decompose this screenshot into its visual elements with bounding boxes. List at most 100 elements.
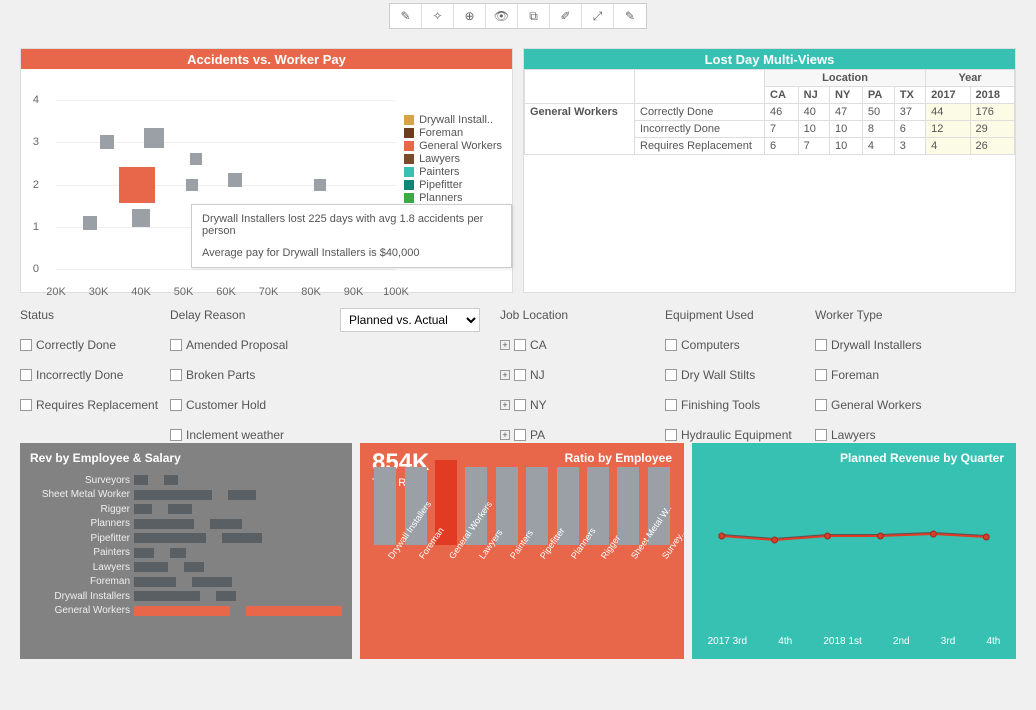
filter-item[interactable]: Correctly Done	[20, 338, 160, 352]
checkbox[interactable]	[170, 339, 182, 351]
rev-row[interactable]: Surveyors	[30, 473, 342, 488]
filter-item[interactable]: Foreman	[815, 368, 965, 382]
scatter-point[interactable]	[100, 135, 114, 149]
rev-row[interactable]: Drywall Installers	[30, 589, 342, 604]
checkbox[interactable]	[665, 399, 677, 411]
checkbox[interactable]	[514, 369, 526, 381]
toolbar-btn-1[interactable]: ✧	[422, 4, 454, 28]
ratio-bar[interactable]: Drywall Installers	[372, 467, 398, 590]
legend-item[interactable]: Pipefitter	[404, 179, 502, 191]
filter-item[interactable]: General Workers	[815, 398, 965, 412]
filter-item[interactable]: Requires Replacement	[20, 398, 160, 412]
planned-select[interactable]: Planned vs. Actual	[340, 308, 480, 332]
checkbox[interactable]	[815, 399, 827, 411]
scatter-point[interactable]	[186, 179, 198, 191]
scatter-point[interactable]	[83, 216, 97, 230]
toolbar-btn-6[interactable]: ⤢	[582, 4, 614, 28]
table-cell: 10	[830, 138, 863, 155]
checkbox[interactable]	[20, 369, 32, 381]
filter-item[interactable]: Incorrectly Done	[20, 368, 160, 382]
filter-item[interactable]: Finishing Tools	[665, 398, 805, 412]
filter-item[interactable]: +NJ	[500, 368, 655, 382]
rev-row[interactable]: Foreman	[30, 575, 342, 590]
toolbar-btn-4[interactable]: ⧉	[518, 4, 550, 28]
rev-label: Painters	[30, 547, 130, 558]
x-tick: 100K	[383, 286, 409, 298]
expand-icon[interactable]: +	[500, 370, 510, 380]
filter-item[interactable]: Customer Hold	[170, 398, 330, 412]
line-x-tick: 3rd	[941, 636, 955, 647]
rev-row[interactable]: Pipefitter	[30, 531, 342, 546]
expand-icon[interactable]: +	[500, 430, 510, 440]
rev-row[interactable]: Rigger	[30, 502, 342, 517]
checkbox[interactable]	[170, 369, 182, 381]
expand-icon[interactable]: +	[500, 340, 510, 350]
rev-bar-2	[184, 562, 204, 572]
checkbox[interactable]	[815, 339, 827, 351]
filter-item[interactable]: +NY	[500, 398, 655, 412]
scatter-point[interactable]	[132, 209, 150, 227]
checkbox[interactable]	[665, 339, 677, 351]
filter-item[interactable]: Amended Proposal	[170, 338, 330, 352]
toolbar-btn-3[interactable]: 👁	[486, 4, 518, 28]
checkbox[interactable]	[514, 399, 526, 411]
scatter-point[interactable]	[314, 179, 326, 191]
table-cell: 176	[970, 104, 1014, 121]
filter-item[interactable]: Inclement weather	[170, 428, 330, 442]
filter-label: PA	[530, 428, 545, 442]
checkbox[interactable]	[665, 429, 677, 441]
table-cell: Location	[765, 70, 926, 87]
filter-item[interactable]: Drywall Installers	[815, 338, 965, 352]
rev-row[interactable]: General Workers	[30, 604, 342, 619]
rev-row[interactable]: Lawyers	[30, 560, 342, 575]
legend-item[interactable]: General Workers	[404, 140, 502, 152]
filter-item[interactable]: Broken Parts	[170, 368, 330, 382]
legend-item[interactable]: Lawyers	[404, 153, 502, 165]
filter-item[interactable]: Hydraulic Equipment	[665, 428, 805, 442]
filter-item[interactable]: + CA	[500, 338, 655, 352]
rev-row[interactable]: Painters	[30, 546, 342, 561]
table-cell: 50	[862, 104, 894, 121]
table-cell: Requires Replacement	[635, 138, 765, 155]
filter-item[interactable]: Computers	[665, 338, 805, 352]
checkbox[interactable]	[514, 339, 526, 351]
rev-row[interactable]: Sheet Metal Worker	[30, 488, 342, 503]
legend-item[interactable]: Foreman	[404, 127, 502, 139]
table-cell: 8	[862, 121, 894, 138]
toolbar-btn-0[interactable]: ✎	[390, 4, 422, 28]
filter-item[interactable]: Lawyers	[815, 428, 965, 442]
rev-row[interactable]: Planners	[30, 517, 342, 532]
filter-item[interactable]: Dry Wall Stilts	[665, 368, 805, 382]
toolbar-btn-5[interactable]: ✐	[550, 4, 582, 28]
legend-item[interactable]: Painters	[404, 166, 502, 178]
ratio-bar-rect	[617, 467, 639, 545]
table-cell: 2018	[970, 87, 1014, 104]
rev-label: Sheet Metal Worker	[30, 489, 130, 500]
ratio-card: 854K Total Rev Ratio by Employee Drywall…	[360, 443, 684, 659]
scatter-point[interactable]	[190, 153, 202, 165]
checkbox[interactable]	[20, 399, 32, 411]
scatter-point[interactable]	[119, 167, 155, 203]
x-tick: 50K	[174, 286, 194, 298]
toolbar-btn-7[interactable]: ✎	[614, 4, 646, 28]
line-x-tick: 2nd	[893, 636, 910, 647]
filter-item[interactable]: + PA	[500, 428, 655, 442]
checkbox[interactable]	[514, 429, 526, 441]
checkbox[interactable]	[170, 429, 182, 441]
checkbox[interactable]	[665, 369, 677, 381]
toolbar-btn-2[interactable]: ⊕	[454, 4, 486, 28]
top-row: Accidents vs. Worker Pay ✎✧⊕👁⧉✐⤢✎ 01234 …	[0, 48, 1036, 293]
filter-jobloc-title: Job Location	[500, 308, 655, 322]
legend-item[interactable]: Drywall Install..	[404, 114, 502, 126]
checkbox[interactable]	[815, 429, 827, 441]
checkbox[interactable]	[170, 399, 182, 411]
lost-day-table: LocationYearCANJNYPATX20172018General Wo…	[524, 69, 1015, 155]
scatter-point[interactable]	[144, 128, 164, 148]
filter-label: Finishing Tools	[681, 398, 760, 412]
checkbox[interactable]	[815, 369, 827, 381]
filter-label: CA	[530, 338, 547, 352]
scatter-point[interactable]	[228, 173, 242, 187]
checkbox[interactable]	[20, 339, 32, 351]
legend-item[interactable]: Planners	[404, 192, 502, 204]
expand-icon[interactable]: +	[500, 400, 510, 410]
